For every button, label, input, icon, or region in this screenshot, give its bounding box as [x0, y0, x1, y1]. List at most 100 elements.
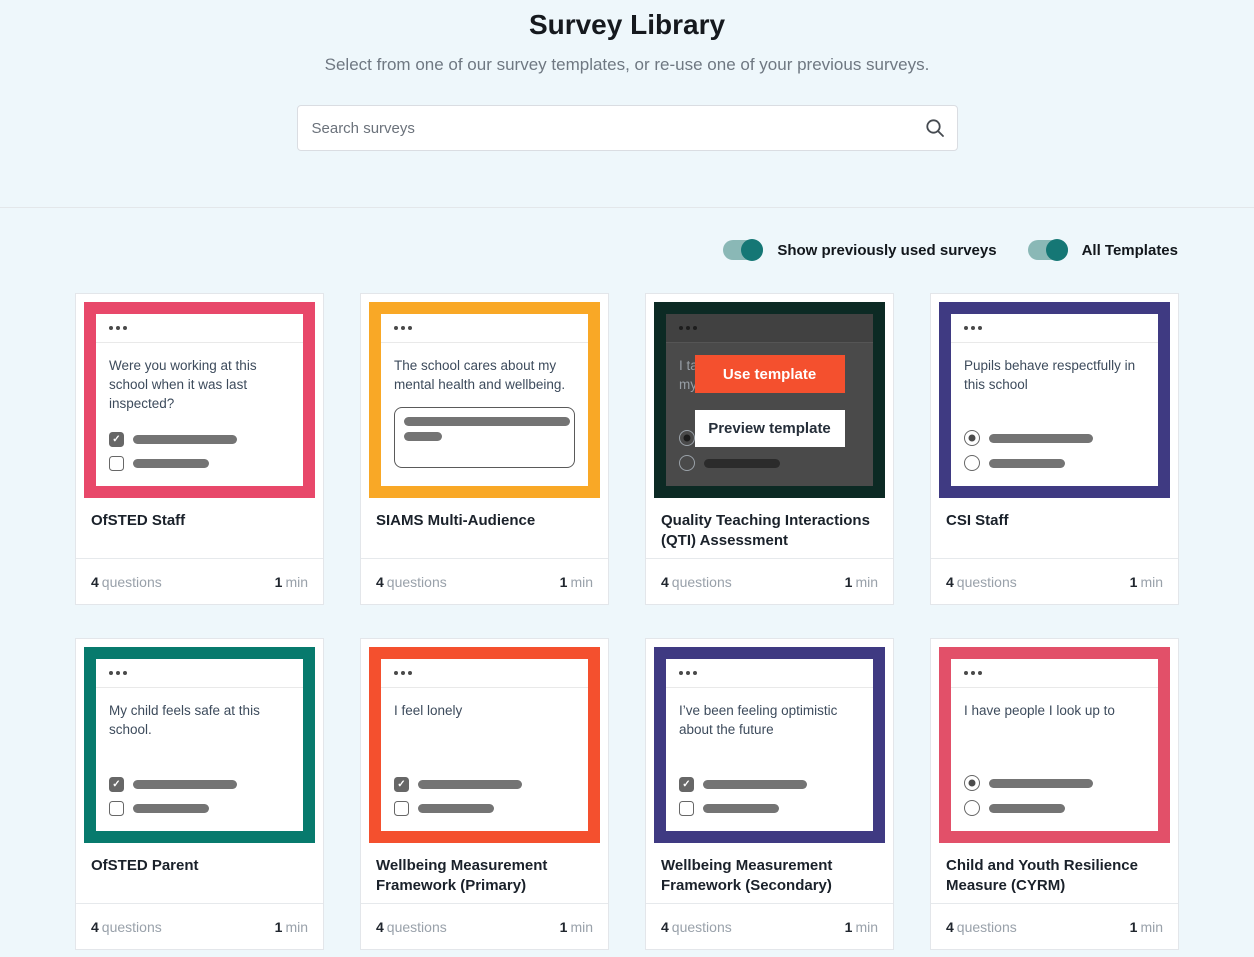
- question-count: 4 questions: [376, 918, 447, 935]
- preview-question: I feel lonely: [394, 703, 463, 718]
- preview-body: I ta my Use template: [666, 343, 873, 486]
- preview-option: [679, 801, 860, 816]
- survey-preview: I ta my Use template: [646, 294, 893, 498]
- window-dot-icon: [109, 671, 113, 675]
- radio-selected-icon: [964, 430, 980, 446]
- placeholder-text-bar: [703, 804, 779, 813]
- preview-option: [964, 455, 1145, 471]
- window-dot-icon: [401, 671, 405, 675]
- card-title: OfSTED Parent: [91, 857, 199, 874]
- preview-question: The school cares about my mental health …: [394, 358, 566, 392]
- search-icon: [925, 119, 944, 137]
- preview-options: [679, 777, 860, 816]
- survey-card[interactable]: Pupils behave respectfully in this schoo…: [930, 293, 1179, 605]
- preview-option: [964, 775, 1145, 791]
- survey-card[interactable]: Were you working at this school when it …: [75, 293, 324, 605]
- question-count: 4 questions: [946, 918, 1017, 935]
- toggle-switch-on-icon[interactable]: [1027, 239, 1068, 261]
- use-template-button[interactable]: Use template: [694, 355, 845, 393]
- placeholder-text-bar: [418, 804, 494, 813]
- radio-selected-icon: [679, 430, 695, 446]
- card-footer: 4 questions 1 min: [646, 558, 893, 604]
- toggle-previously-used[interactable]: Show previously used surveys: [723, 239, 997, 261]
- card-title: Wellbeing Measurement Framework (Seconda…: [661, 857, 833, 894]
- preview-question: Were you working at this school when it …: [109, 358, 257, 411]
- preview-option: [394, 801, 575, 816]
- card-title: Child and Youth Resilience Measure (CYRM…: [946, 857, 1138, 894]
- toggle-switch-on-icon[interactable]: [723, 239, 764, 261]
- preview-question: Pupils behave respectfully in this schoo…: [964, 358, 1136, 392]
- preview-question: I have people I look up to: [964, 703, 1115, 718]
- preview-titlebar: [96, 659, 303, 688]
- page-title: Survey Library: [528, 9, 726, 40]
- preview-frame: The school cares about my mental health …: [369, 302, 600, 498]
- preview-option: [964, 430, 1145, 446]
- question-count: 4 questions: [91, 573, 162, 590]
- radio-icon: [964, 455, 980, 471]
- duration: 1 min: [1129, 918, 1163, 935]
- window-dot-icon: [408, 326, 412, 330]
- search-input[interactable]: [296, 105, 958, 151]
- preview-option: [679, 777, 860, 792]
- window-dot-icon: [971, 326, 975, 330]
- preview-body: I have people I look up to: [951, 688, 1158, 831]
- survey-card[interactable]: I have people I look up to: [930, 638, 1179, 950]
- search-bar: [296, 105, 958, 151]
- window-dot-icon: [123, 326, 127, 330]
- survey-preview: My child feels safe at this school.: [76, 639, 323, 843]
- duration: 1 min: [844, 573, 878, 590]
- placeholder-text-bar: [989, 778, 1093, 788]
- filters-toolbar: Show previously used surveys All Templat…: [0, 239, 1178, 261]
- window-dot-icon: [394, 671, 398, 675]
- window-dot-icon: [116, 326, 120, 330]
- preview-question: I ta my: [679, 358, 698, 392]
- card-title: OfSTED Staff: [91, 512, 186, 529]
- survey-preview: I’ve been feeling optimistic about the f…: [646, 639, 893, 843]
- window-dot-icon: [964, 326, 968, 330]
- page-subtitle: Select from one of our survey templates,…: [324, 55, 930, 74]
- survey-card[interactable]: The school cares about my mental health …: [360, 293, 609, 605]
- placeholder-text-bar: [989, 803, 1065, 813]
- hover-actions: Use template Preview template: [694, 355, 845, 447]
- checkbox-checked-icon: [109, 777, 124, 792]
- preview-body: Were you working at this school when it …: [96, 343, 303, 486]
- question-count: 4 questions: [946, 573, 1017, 590]
- card-footer: 4 questions 1 min: [931, 903, 1178, 949]
- survey-card[interactable]: My child feels safe at this school.: [75, 638, 324, 950]
- placeholder-text-bar: [703, 780, 807, 789]
- preview-options: [964, 775, 1145, 816]
- preview-body: I’ve been feeling optimistic about the f…: [666, 688, 873, 831]
- preview-question: I’ve been feeling optimistic about the f…: [679, 703, 838, 737]
- survey-card[interactable]: I feel lonely Wellb: [360, 638, 609, 950]
- card-footer: 4 questions 1 min: [646, 903, 893, 949]
- preview-template-button[interactable]: Preview template: [694, 410, 845, 447]
- question-count: 4 questions: [376, 573, 447, 590]
- preview-frame: Pupils behave respectfully in this schoo…: [939, 302, 1170, 498]
- window-dot-icon: [978, 671, 982, 675]
- survey-card[interactable]: I’ve been feeling optimistic about the f…: [645, 638, 894, 950]
- duration: 1 min: [1129, 573, 1163, 590]
- preview-options: [964, 430, 1145, 471]
- card-footer: 4 questions 1 min: [361, 903, 608, 949]
- placeholder-text-bar: [404, 417, 570, 426]
- preview-titlebar: [951, 659, 1158, 688]
- placeholder-text-bar: [133, 804, 209, 813]
- window-dot-icon: [964, 671, 968, 675]
- preview-options: [109, 777, 290, 816]
- preview-titlebar: [381, 659, 588, 688]
- toggle-all-templates[interactable]: All Templates: [1027, 239, 1178, 261]
- toggle-label: All Templates: [1081, 241, 1178, 259]
- checkbox-checked-icon: [109, 432, 124, 447]
- preview-titlebar: [96, 314, 303, 343]
- preview-frame: I’ve been feeling optimistic about the f…: [654, 647, 885, 843]
- window-dot-icon: [679, 326, 683, 330]
- survey-card[interactable]: I ta my Use template: [645, 293, 894, 605]
- preview-frame: I ta my Use template: [654, 302, 885, 498]
- card-footer: 4 questions 1 min: [76, 558, 323, 604]
- window-dot-icon: [408, 671, 412, 675]
- duration: 1 min: [559, 573, 593, 590]
- preview-question: My child feels safe at this school.: [109, 703, 260, 737]
- survey-preview: The school cares about my mental health …: [361, 294, 608, 498]
- preview-titlebar: [666, 314, 873, 343]
- checkbox-checked-icon: [679, 777, 694, 792]
